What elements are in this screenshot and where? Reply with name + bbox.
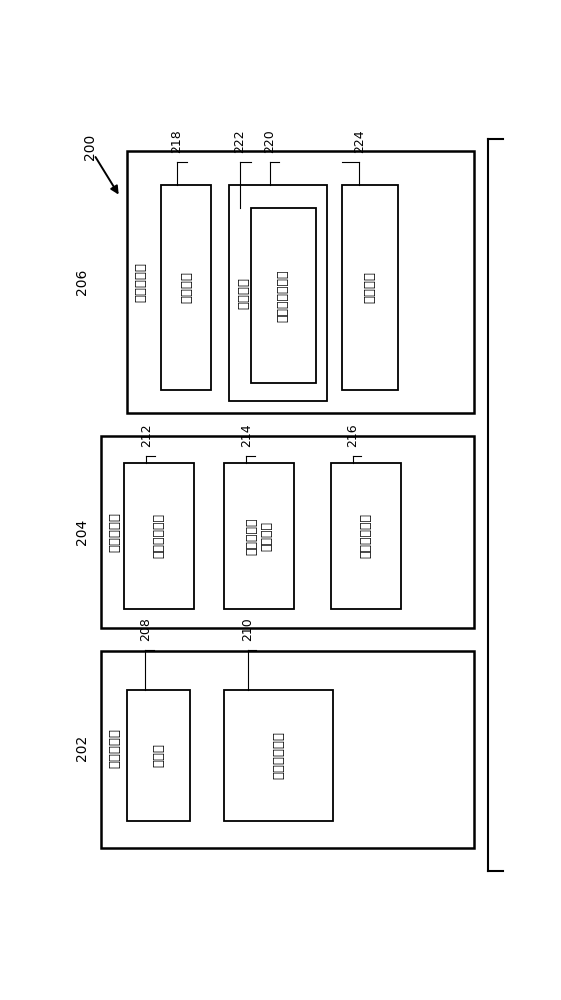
Text: 220: 220 xyxy=(264,129,277,153)
Text: 电池细节: 电池细节 xyxy=(237,277,251,309)
Text: 212: 212 xyxy=(140,424,153,447)
Bar xyxy=(331,463,401,609)
Text: 222: 222 xyxy=(233,129,246,153)
Text: 车辆级数据: 车辆级数据 xyxy=(135,262,148,302)
Bar xyxy=(251,208,316,383)
Text: 节点结构数据: 节点结构数据 xyxy=(153,513,165,558)
Text: 208: 208 xyxy=(139,617,152,641)
Text: 每个节点的
负载特性: 每个节点的 负载特性 xyxy=(245,517,273,555)
Text: 电池充电器规格: 电池充电器规格 xyxy=(277,269,289,322)
Bar xyxy=(229,185,327,401)
Text: 224: 224 xyxy=(353,129,366,153)
Text: 电池特性: 电池特性 xyxy=(364,271,376,303)
Text: 节点过载特性: 节点过载特性 xyxy=(359,513,373,558)
Bar xyxy=(100,651,475,848)
Bar xyxy=(125,463,194,609)
Text: 210: 210 xyxy=(241,617,254,641)
Text: 节点级数据: 节点级数据 xyxy=(108,512,121,552)
Text: 214: 214 xyxy=(240,424,252,447)
Bar xyxy=(224,463,294,609)
Text: 200: 200 xyxy=(82,134,96,160)
Text: 216: 216 xyxy=(346,424,359,447)
Text: 206: 206 xyxy=(75,269,89,295)
Bar xyxy=(162,185,211,389)
Bar xyxy=(224,690,333,821)
Text: 204: 204 xyxy=(75,519,89,545)
Text: 发电成本数据: 发电成本数据 xyxy=(272,731,286,779)
Bar xyxy=(100,436,475,628)
Bar xyxy=(342,185,398,389)
Text: 202: 202 xyxy=(75,734,89,761)
Bar xyxy=(127,690,190,821)
Text: 系统级数据: 系统级数据 xyxy=(108,728,121,768)
Text: 车辆参数: 车辆参数 xyxy=(180,271,193,303)
Text: 时间段: 时间段 xyxy=(152,743,165,767)
Text: 218: 218 xyxy=(170,129,183,153)
Bar xyxy=(127,151,475,413)
